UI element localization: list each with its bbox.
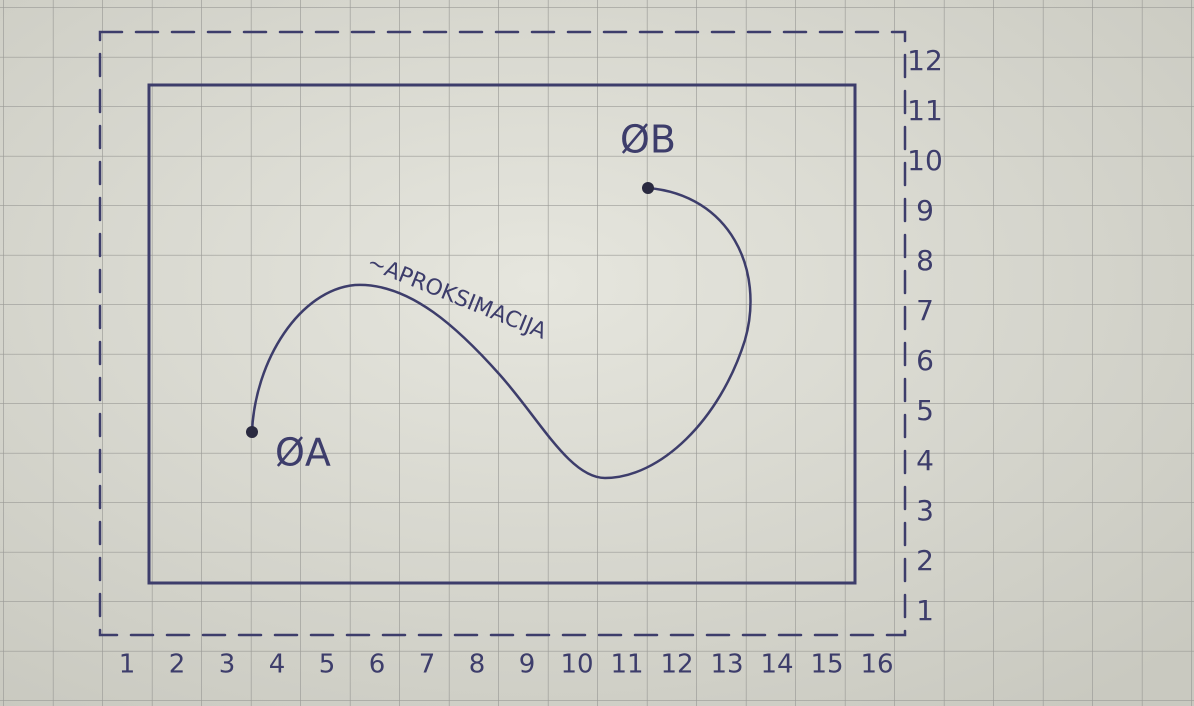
row-label: 8 <box>916 244 934 277</box>
row-label: 3 <box>916 494 934 527</box>
row-label: 11 <box>907 94 943 127</box>
inner-border <box>147 83 857 585</box>
column-label: 4 <box>269 650 286 680</box>
column-label: 13 <box>710 650 743 680</box>
path-curve <box>250 186 752 480</box>
column-label: 12 <box>660 650 693 680</box>
column-label: 5 <box>319 650 336 680</box>
column-label: 3 <box>219 650 236 680</box>
column-label: 9 <box>519 650 536 680</box>
point-a-dot <box>246 426 258 438</box>
column-label: 8 <box>469 650 486 680</box>
column-label: 16 <box>860 650 893 680</box>
outer-dashed-border <box>98 30 907 637</box>
column-label: 11 <box>610 650 643 680</box>
row-label: 2 <box>916 544 934 577</box>
row-label: 7 <box>916 294 934 327</box>
row-label: 9 <box>916 194 934 227</box>
column-label: 6 <box>369 650 386 680</box>
point-b-label: ØB <box>620 118 676 162</box>
point-b-dot <box>642 182 654 194</box>
column-label: 1 <box>119 650 136 680</box>
column-label: 7 <box>419 650 436 680</box>
column-label: 15 <box>810 650 843 680</box>
column-label: 2 <box>169 650 186 680</box>
row-label: 1 <box>916 594 934 627</box>
row-label: 4 <box>916 444 934 477</box>
column-label: 10 <box>560 650 593 680</box>
row-label: 5 <box>916 394 934 427</box>
column-label: 14 <box>760 650 793 680</box>
row-label: 10 <box>907 144 943 177</box>
row-label: 6 <box>916 344 934 377</box>
row-label: 12 <box>907 44 943 77</box>
point-a-label: ØA <box>275 431 331 475</box>
